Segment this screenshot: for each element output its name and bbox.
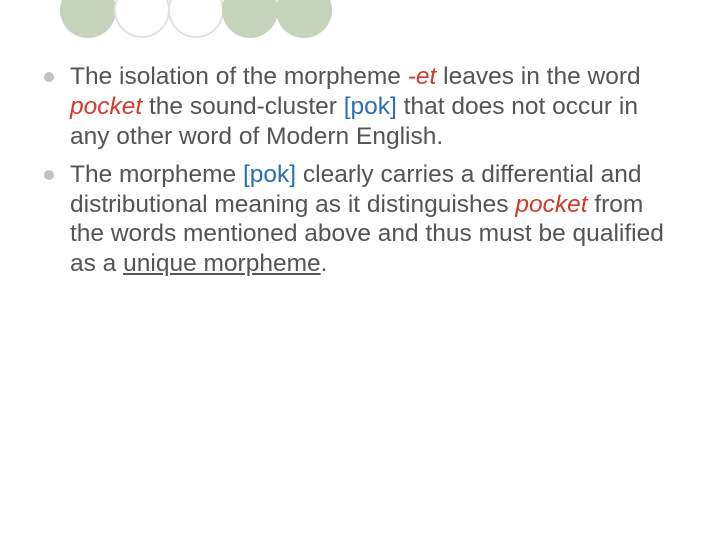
bullet-list: The isolation of the morpheme -et leaves… (44, 62, 680, 279)
word-pocket: pocket (515, 191, 587, 218)
circle-decor (60, 0, 116, 38)
morpheme-et: -et (408, 63, 437, 90)
text-run: The isolation of the morpheme (70, 63, 408, 90)
circle-decor (168, 0, 224, 38)
text-run: . (321, 250, 328, 277)
text-run: leaves in the word (436, 63, 640, 90)
word-pocket: pocket (70, 93, 142, 120)
circle-decor (222, 0, 278, 38)
text-run: The morpheme (70, 161, 243, 188)
list-item: The isolation of the morpheme -et leaves… (44, 62, 680, 152)
circle-decor (276, 0, 332, 38)
sound-cluster-pok: [pok] (243, 161, 296, 188)
decorative-circles (60, 0, 330, 38)
circle-decor (114, 0, 170, 38)
term-unique-morpheme: unique morpheme (123, 250, 320, 277)
list-item: The morpheme [pok] clearly carries a dif… (44, 160, 680, 280)
sound-cluster-pok: [pok] (344, 93, 397, 120)
slide-content: The isolation of the morpheme -et leaves… (44, 62, 680, 287)
text-run: the sound-cluster (142, 93, 344, 120)
